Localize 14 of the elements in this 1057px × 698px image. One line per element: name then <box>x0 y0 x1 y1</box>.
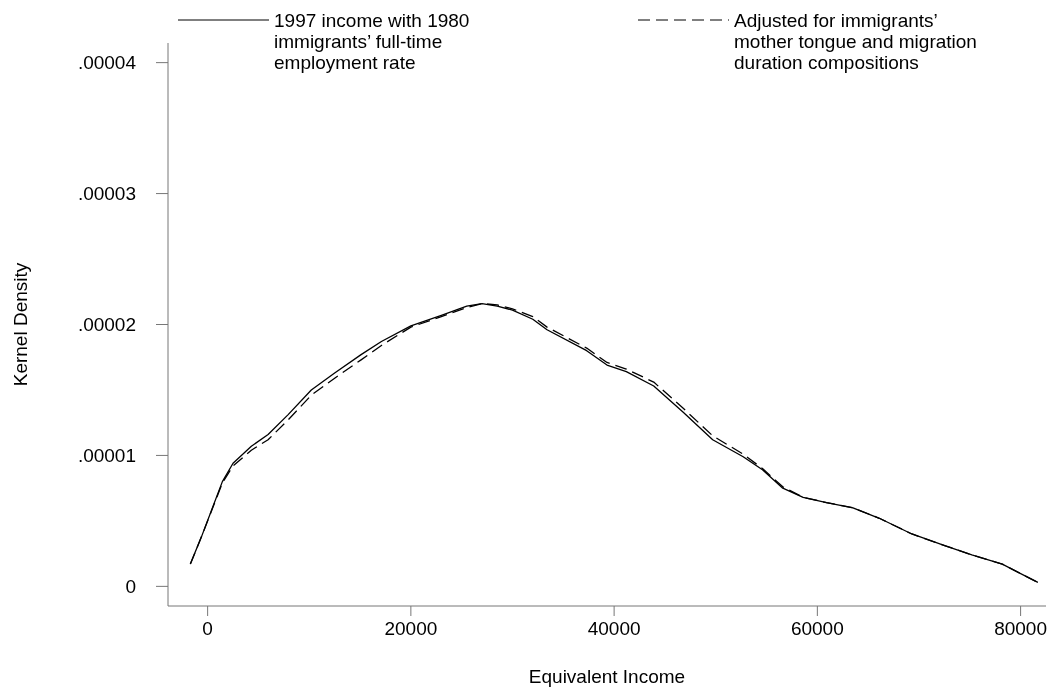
x-tick-label: 40000 <box>587 618 641 640</box>
y-tick-label: 0 <box>125 576 136 598</box>
legend-label: 1997 income with 1980 immigrants’ full-time employment rate <box>274 10 471 73</box>
legend-label: Adjusted for immigrants’ mother tongue and migration duration compositions <box>734 10 978 73</box>
y-tick-label: .00004 <box>77 52 137 74</box>
x-tick-label: 0 <box>202 618 213 640</box>
y-tick-label: .00001 <box>77 445 136 467</box>
x-tick-label: 20000 <box>384 618 438 640</box>
x-tick-label: 80000 <box>994 618 1048 640</box>
y-tick-label: .00003 <box>77 183 136 205</box>
x-axis-title: Equivalent Income <box>528 666 686 687</box>
y-axis-title: Kernel Density <box>9 262 31 387</box>
x-tick-label: 60000 <box>790 618 844 640</box>
y-tick-label: .00002 <box>77 314 136 336</box>
